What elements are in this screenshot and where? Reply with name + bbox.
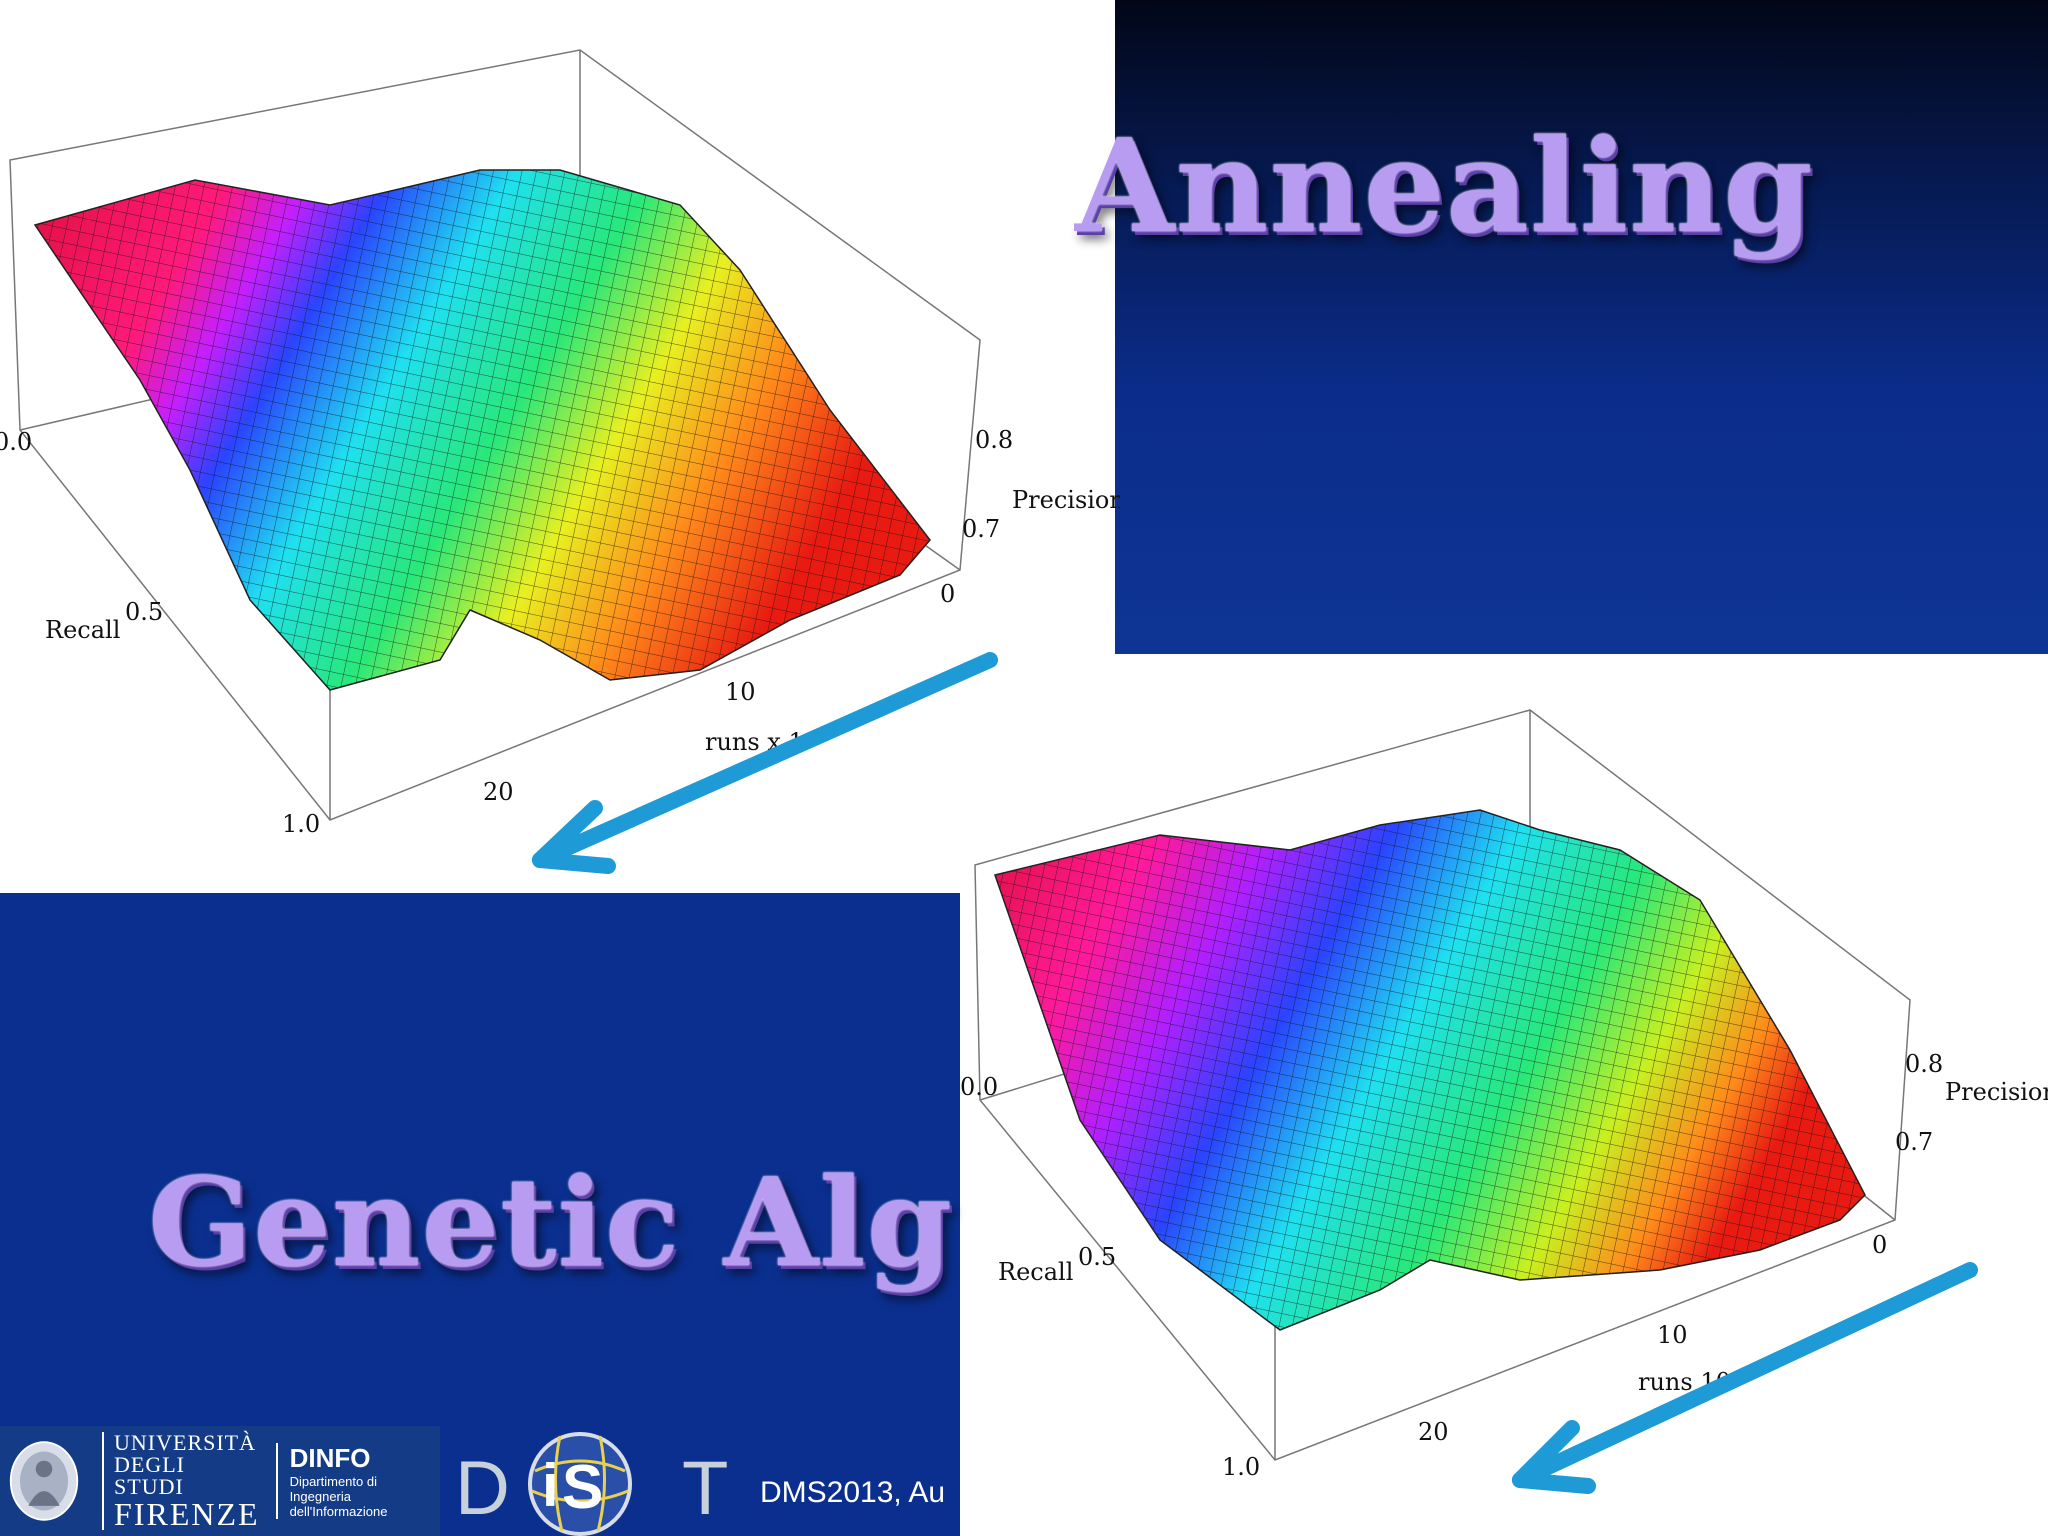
precision-tick-07: 0.7: [962, 515, 1000, 543]
arrow-down-left: [1512, 1262, 1978, 1494]
genetic-surface-plot: 0.0 0.5 1.0 Recall 0.8 0.7 Precision 0 1…: [960, 709, 2048, 1494]
recall-tick-0: 0.0: [0, 428, 32, 456]
footer: UNIVERSITÀ DEGLI STUDI FIRENZE DINFO Dip…: [0, 1426, 960, 1536]
runs-tick-20: 20: [483, 778, 514, 806]
recall-tick-1: 1.0: [1222, 1453, 1260, 1481]
unifi-line3: FIRENZE: [114, 1496, 260, 1532]
dinfo-title: DINFO: [289, 1443, 371, 1473]
runs-tick-0: 0: [1872, 1231, 1887, 1259]
unifi-line1: UNIVERSITÀ: [114, 1430, 257, 1455]
dinfo-line1: Dipartimento di: [289, 1474, 377, 1489]
runs-tick-10: 10: [725, 678, 756, 706]
unifi-wordmark: UNIVERSITÀ DEGLI STUDI FIRENZE: [102, 1432, 260, 1530]
runs-tick-10: 10: [1657, 1321, 1688, 1349]
genetic-alg-title: Genetic Alg: [148, 1150, 953, 1294]
annealing-panel: [1115, 0, 2048, 654]
recall-tick-1: 1.0: [282, 810, 320, 838]
disit-logo: D i S T: [455, 1432, 728, 1536]
runs-tick-20: 20: [1418, 1418, 1449, 1446]
annealing-title: Annealing: [1075, 112, 1814, 262]
disit-letter-i: i: [542, 1452, 559, 1519]
dinfo-line2: Ingegneria dell'Informazione: [289, 1489, 388, 1519]
recall-tick-05: 0.5: [1078, 1243, 1116, 1271]
precision-axis-label: Precision: [1945, 1078, 2048, 1106]
annealing-surface-plot: 0.0 0.5 1.0 Recall 0.8 0.7 Precision 0 1…: [0, 49, 1120, 874]
unifi-dinfo-logo: UNIVERSITÀ DEGLI STUDI FIRENZE DINFO Dip…: [0, 1426, 440, 1536]
university-seal-icon: [9, 1441, 79, 1521]
precision-tick-08: 0.8: [975, 426, 1013, 454]
arrow-to-genetic: [532, 652, 998, 874]
precision-tick-07: 0.7: [1895, 1128, 1933, 1156]
unifi-line2: DEGLI STUDI: [114, 1452, 185, 1499]
precision-tick-08: 0.8: [1905, 1050, 1943, 1078]
disit-letter-t: T: [682, 1446, 728, 1531]
recall-axis-label: Recall: [998, 1258, 1073, 1286]
footer-conference-text: DMS2013, Au: [760, 1476, 946, 1509]
recall-tick-0: 0.0: [960, 1073, 998, 1101]
runs-tick-0: 0: [940, 580, 955, 608]
recall-axis-label: Recall: [45, 616, 120, 644]
disit-letter-s: S: [562, 1453, 603, 1522]
recall-tick-05: 0.5: [125, 598, 163, 626]
precision-axis-label: Precision: [1012, 486, 1120, 514]
disit-letter-d: D: [455, 1446, 510, 1531]
dinfo-wordmark: DINFO Dipartimento di Ingegneria dell'In…: [275, 1443, 440, 1519]
